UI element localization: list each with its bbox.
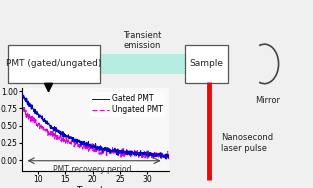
Ungated PMT bbox=[167, 153, 171, 155]
Gated PMT bbox=[61, 132, 65, 135]
Ungated PMT bbox=[62, 141, 65, 143]
Text: Transient
emission: Transient emission bbox=[123, 31, 162, 50]
X-axis label: Time / μs: Time / μs bbox=[76, 186, 115, 188]
Ungated PMT bbox=[164, 158, 168, 161]
Text: PMT (gated/ungated): PMT (gated/ungated) bbox=[6, 59, 102, 68]
FancyBboxPatch shape bbox=[8, 45, 100, 83]
Text: PMT recovery period: PMT recovery period bbox=[54, 164, 132, 174]
Gated PMT bbox=[56, 130, 60, 132]
Ungated PMT bbox=[67, 138, 70, 140]
Gated PMT bbox=[20, 91, 24, 93]
Line: Ungated PMT: Ungated PMT bbox=[22, 107, 169, 159]
Line: Gated PMT: Gated PMT bbox=[22, 92, 169, 159]
Text: Nanosecond
laser pulse: Nanosecond laser pulse bbox=[221, 133, 273, 153]
Bar bbox=[99, 54, 227, 74]
Gated PMT bbox=[153, 154, 156, 156]
Text: Sample: Sample bbox=[190, 59, 223, 68]
Ungated PMT bbox=[117, 150, 121, 152]
FancyBboxPatch shape bbox=[185, 45, 228, 83]
Text: Mirror: Mirror bbox=[255, 96, 280, 105]
Gated PMT bbox=[117, 150, 121, 152]
Gated PMT bbox=[67, 134, 70, 136]
Gated PMT bbox=[135, 155, 138, 157]
Ungated PMT bbox=[135, 150, 138, 152]
Ungated PMT bbox=[20, 106, 24, 108]
Ungated PMT bbox=[56, 137, 60, 139]
Gated PMT bbox=[167, 155, 171, 157]
Ungated PMT bbox=[20, 108, 24, 110]
Legend: Gated PMT, Ungated PMT: Gated PMT, Ungated PMT bbox=[90, 92, 165, 117]
Gated PMT bbox=[164, 158, 168, 160]
Ungated PMT bbox=[153, 151, 156, 153]
